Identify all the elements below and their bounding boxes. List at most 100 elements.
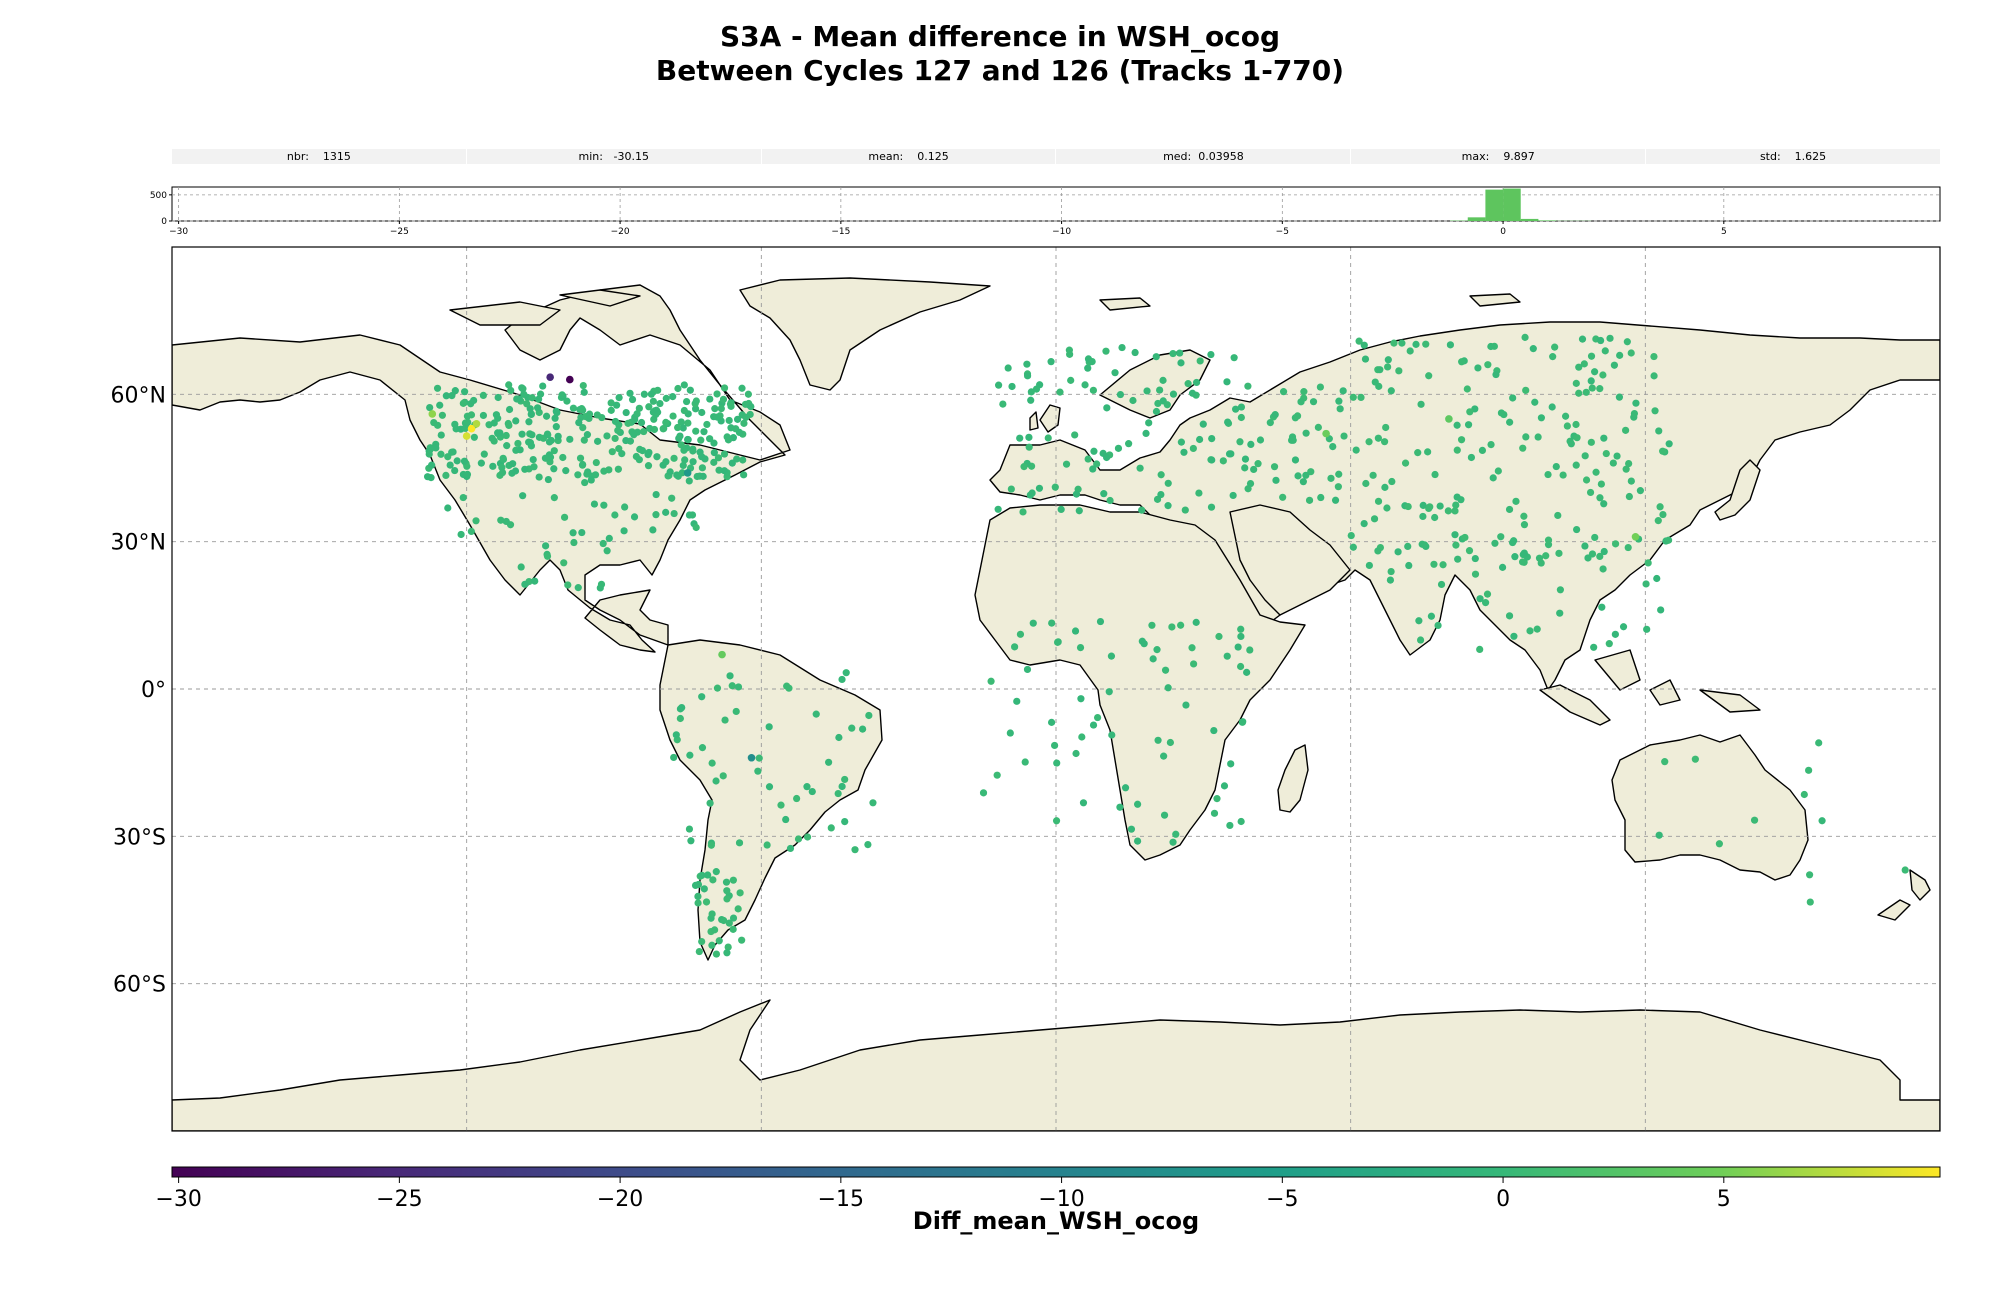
data-point [1081,381,1089,389]
data-point [644,451,652,459]
data-point [722,878,731,886]
data-point [615,393,623,402]
data-point [542,412,551,420]
data-point [1093,713,1102,722]
data-point [622,408,630,417]
data-point [1127,825,1136,833]
data-point [1622,465,1630,473]
data-point [803,833,812,841]
data-point [453,457,461,465]
data-point [1655,831,1663,839]
data-point [723,949,731,957]
data-point [1071,627,1080,635]
data-point [1619,623,1628,631]
data-point [1388,477,1396,486]
data-point [1057,505,1065,514]
data-point [1331,496,1340,504]
data-point [835,733,843,742]
data-point [1650,352,1658,361]
land-indonesia [1539,649,1761,726]
data-point [1559,471,1567,479]
data-point [1236,662,1245,671]
data-point [834,789,842,798]
data-point [1419,501,1427,509]
data-point [446,461,454,469]
data-point [724,943,732,951]
data-point [1806,871,1814,879]
data-point [1103,404,1111,412]
data-point [502,431,510,440]
data-point [733,415,742,423]
data-point [1531,398,1539,406]
data-point [607,406,615,414]
data-point [712,868,720,876]
data-point [1219,457,1227,465]
data-point [1052,817,1061,825]
data-point [1600,500,1608,508]
stat-label: mean: [868,150,904,163]
data-point [1458,358,1466,366]
data-point [1279,388,1288,396]
data-point [1374,497,1383,505]
data-point [744,390,752,398]
data-point [1053,759,1061,767]
data-point [1084,455,1092,463]
stat-label: med: [1163,150,1192,163]
data-point [864,840,872,849]
data-point [1279,493,1287,501]
data-points [423,333,1909,958]
data-point [1380,438,1389,446]
data-point [1665,440,1673,448]
data-point [711,405,719,413]
data-point [562,467,570,475]
data-point [851,846,859,854]
data-point [723,887,731,895]
data-point [1016,434,1024,442]
data-point [1089,386,1097,394]
data-point [1451,531,1459,539]
histogram-bar [1467,217,1486,221]
data-point [1213,795,1221,803]
data-point [808,787,816,796]
data-point [1335,470,1343,478]
data-point [1805,766,1813,774]
data-point [695,947,703,956]
data-point [698,464,706,472]
data-point [520,390,528,398]
data-point [1374,547,1382,555]
data-point [1190,660,1198,668]
data-point [653,453,661,461]
data-point [1601,347,1609,355]
data-point [1416,636,1425,644]
data-point [574,471,582,479]
data-point [1256,436,1265,444]
data-point [1606,334,1614,342]
data-point [1196,357,1204,365]
data-point [1625,459,1633,468]
data-point [1551,343,1559,351]
data-point [707,841,715,849]
data-point [1487,342,1495,351]
data-point [1464,421,1473,429]
stat-value: 0.03958 [1198,150,1244,163]
data-point [583,431,592,439]
data-point [1360,520,1368,528]
data-point [1340,432,1348,440]
data-point [579,423,587,432]
data-point [728,682,736,690]
stat-value: -30.15 [613,150,649,163]
data-point-outlier [566,375,574,384]
data-point [1237,632,1245,641]
data-point [1347,531,1355,540]
data-point [505,405,514,414]
land-arabia [1229,504,1351,616]
histogram-x-tick-label: −15 [831,227,850,237]
data-point [1592,468,1600,476]
data-point [1192,378,1201,387]
stat-label: max: [1461,150,1490,163]
data-point [1384,356,1392,364]
data-point [692,523,700,532]
data-point [1467,453,1476,462]
data-point [647,390,655,398]
data-point [1750,816,1759,824]
